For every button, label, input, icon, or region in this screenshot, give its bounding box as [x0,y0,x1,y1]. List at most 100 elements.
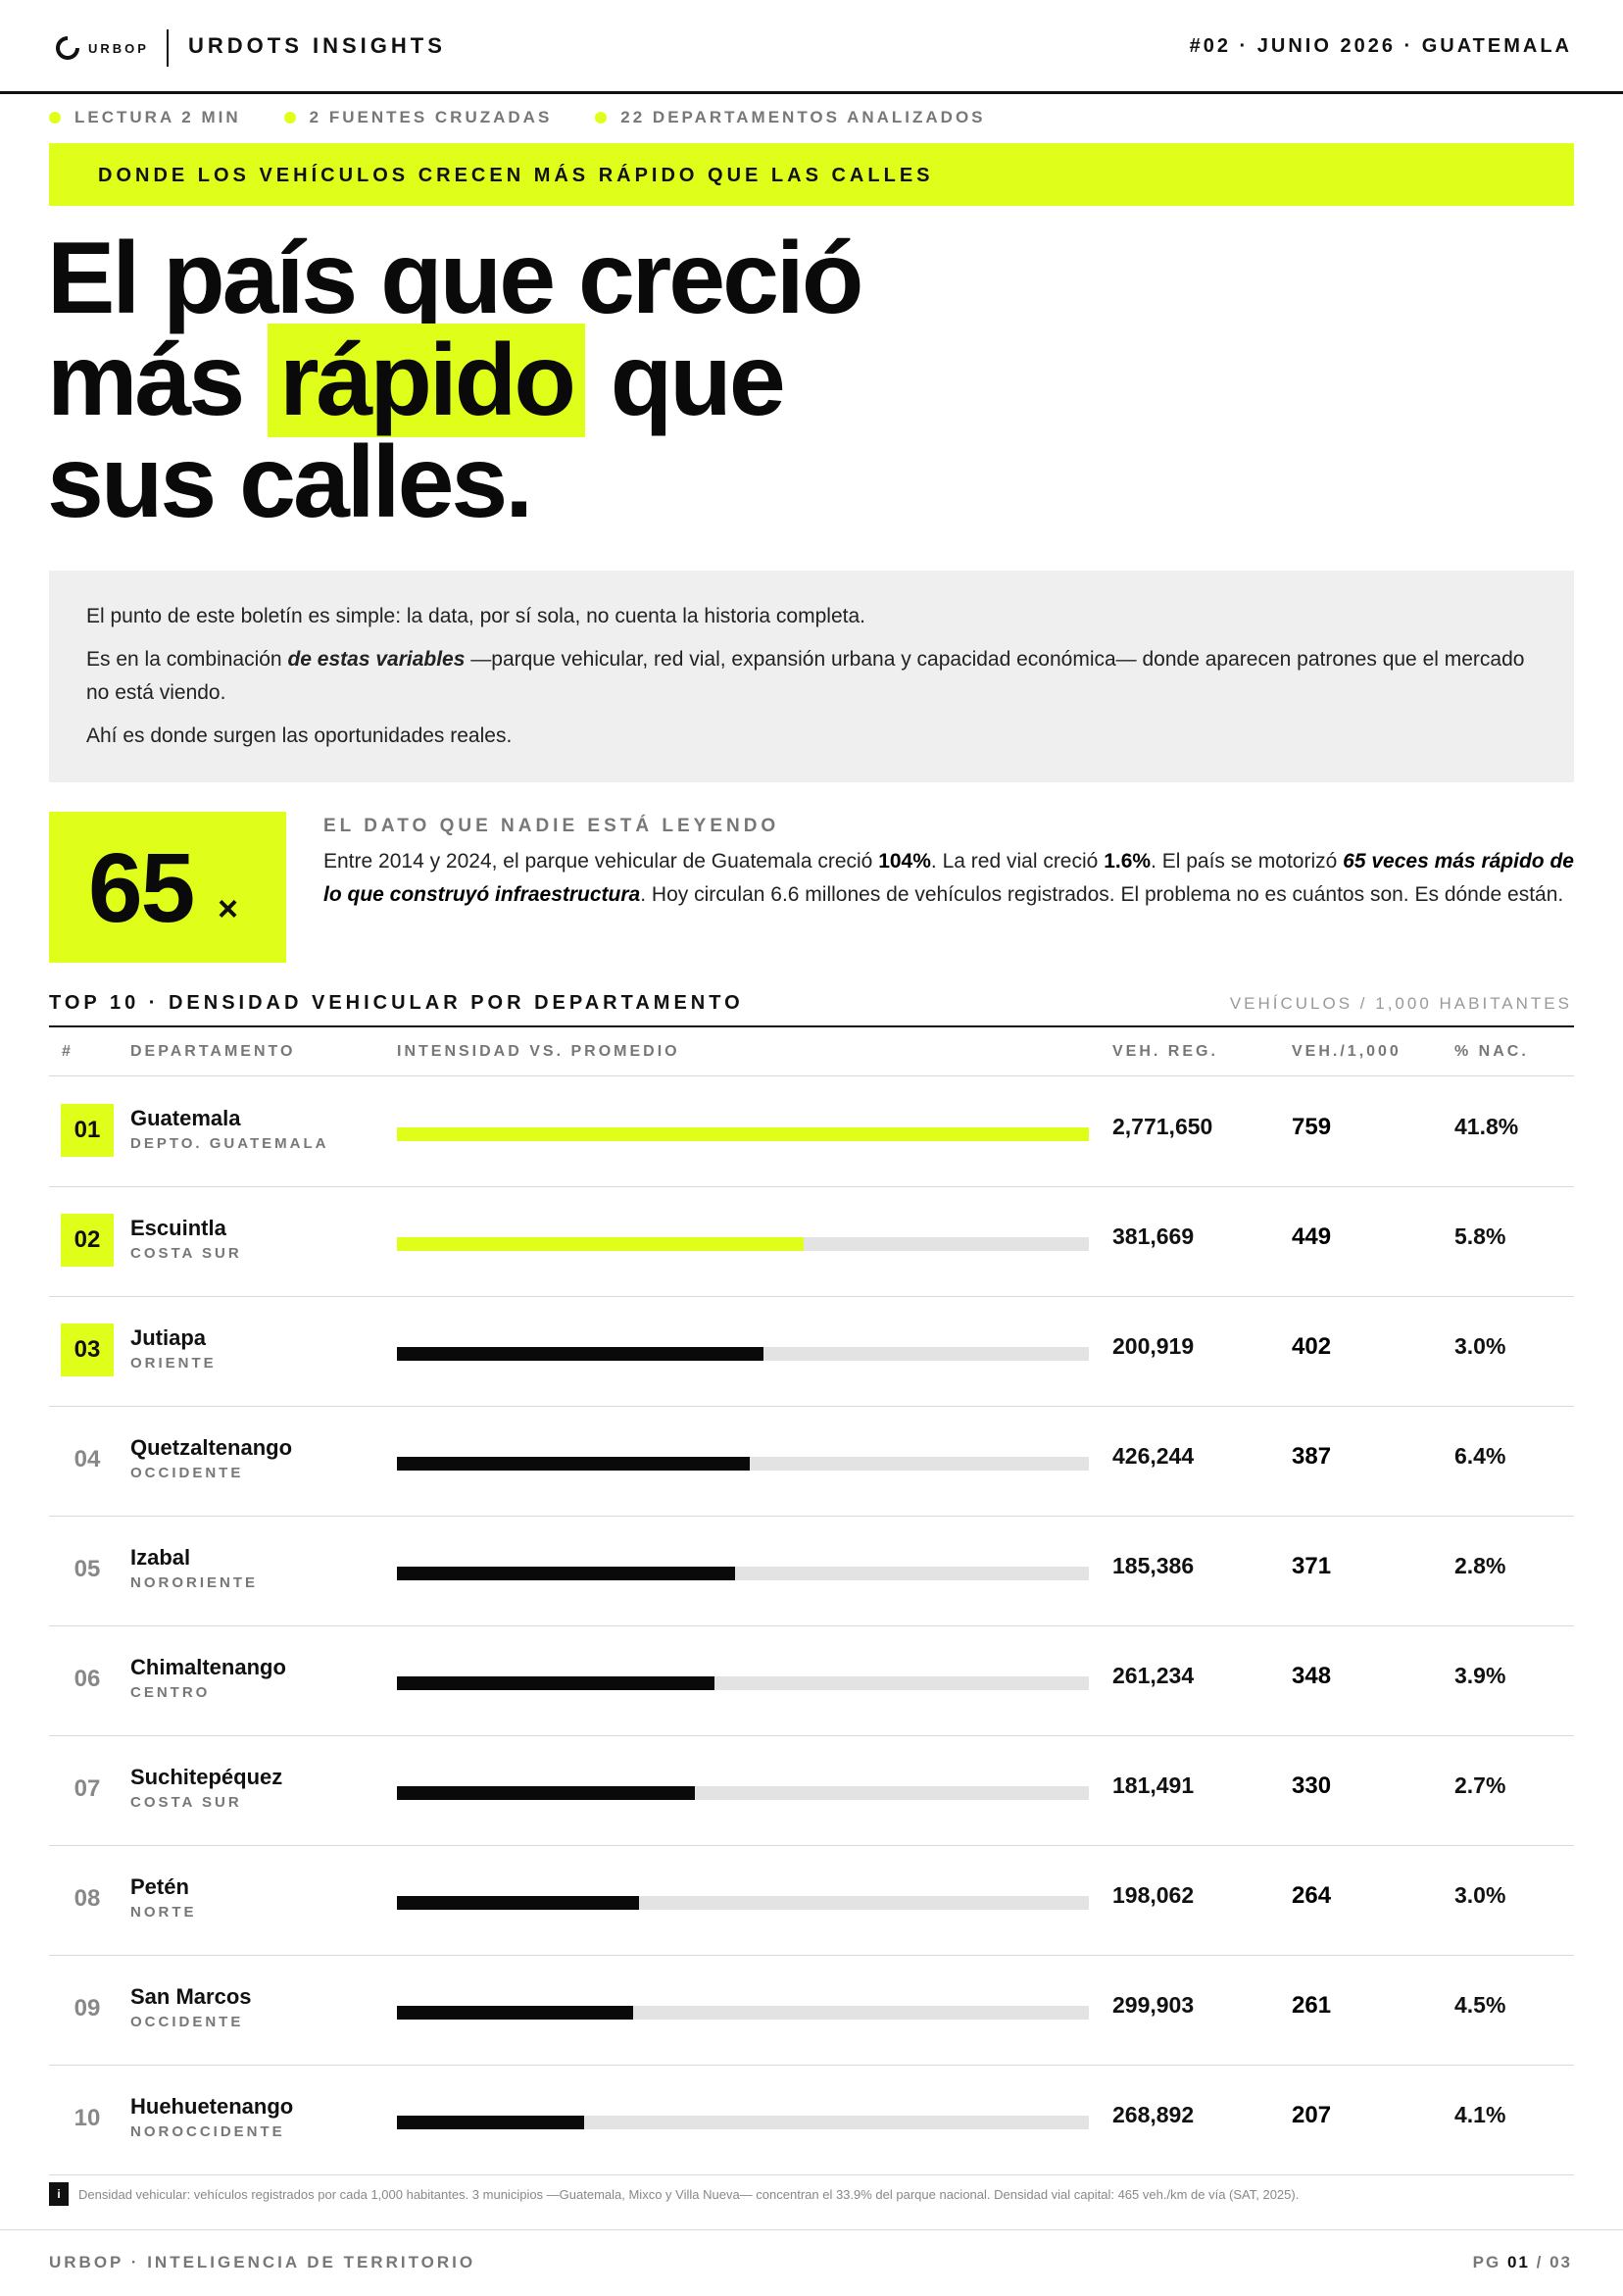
intensity-track [397,1567,1089,1580]
vehicles-registered: 200,919 [1112,1333,1195,1359]
table-title: TOP 10 · DENSIDAD VEHICULAR POR DEPARTAM… [49,992,744,1014]
row-divider [49,2065,1574,2066]
col-header-density: VEH./1,000 [1292,1043,1402,1060]
logo-text: URBOP [88,40,149,56]
department-region: DEPTO. GUATEMALA [130,1135,329,1152]
table-top-rule [49,1025,1574,1027]
intensity-track [397,1457,1089,1471]
national-share: 3.9% [1454,1663,1506,1688]
vehicle-density: 348 [1292,1663,1332,1689]
intensity-bar [397,1567,735,1580]
vehicle-density: 449 [1292,1223,1332,1250]
table-row: 04 Quetzaltenango OCCIDENTE 426,244 387 6.4% [49,1406,1574,1516]
vehicle-density: 330 [1292,1772,1332,1799]
col-header-rank: # [62,1043,74,1060]
rank-badge: 01 [61,1104,114,1157]
table-row: 10 Huehuetenango NOROCCIDENTE 268,892 207 4.1… [49,2065,1574,2174]
department-name: Escuintla [130,1216,226,1240]
header-rule [0,91,1623,94]
table-row: 05 Izabal NORORIENTE 185,386 371 2.8% [49,1516,1574,1625]
rank-badge: 08 [74,1885,101,1912]
row-divider [49,1955,1574,1956]
info-icon: i [49,2182,69,2206]
headline-line-3: sus calles. [47,425,533,539]
rank-badge: 05 [74,1556,101,1582]
department-name: Petén [130,1874,189,1899]
vehicle-density: 387 [1292,1443,1332,1470]
intro-text: Es en la combinación [86,648,282,671]
row-divider [49,2174,1574,2175]
intensity-track [397,1896,1089,1910]
vehicle-density: 261 [1292,1992,1332,2019]
vehicle-density: 264 [1292,1882,1332,1909]
header-divider-rule [49,1075,1574,1076]
page-prefix: PG [1472,2253,1501,2271]
department-region: COSTA SUR [130,1794,242,1811]
national-share: 6.4% [1454,1443,1506,1469]
intensity-track [397,1347,1089,1361]
department-region: OCCIDENTE [130,1465,244,1481]
logo-ring-icon [56,36,79,60]
meta-item: 2 FUENTES CRUZADAS [283,108,553,127]
table-row: 08 Petén NORTE 198,062 264 3.0% [49,1845,1574,1955]
vehicles-registered: 185,386 [1112,1553,1195,1578]
department-name: San Marcos [130,1984,252,2009]
row-divider [49,1516,1574,1517]
intensity-bar [397,1127,1089,1141]
footnote: i Densidad vehicular: vehículos registra… [49,2182,1299,2206]
header-divider [167,29,169,67]
stat-text: . La red vial creció [930,850,1099,873]
national-share: 5.8% [1454,1223,1506,1249]
vehicle-density: 371 [1292,1553,1332,1579]
department-region: NORTE [130,1904,197,1921]
intro-box: El punto de este boletín es simple: la d… [49,571,1574,782]
intensity-track [397,2116,1089,2129]
page-total: 03 [1549,2253,1572,2271]
bullet-dot-icon [49,112,61,124]
intensity-track [397,2006,1089,2020]
intensity-bar [397,2116,584,2129]
rank-badge: 07 [74,1775,101,1802]
rank-badge: 04 [74,1446,101,1472]
intro-paragraph-1: El punto de este boletín es simple: la d… [86,605,865,627]
stat-bold: 104% [878,850,931,873]
intensity-bar [397,1457,750,1471]
stat-body: Entre 2014 y 2024, el parque vehicular d… [323,845,1578,912]
headline-word: más [47,324,245,437]
department-name: Chimaltenango [130,1655,286,1679]
intensity-track [397,1127,1089,1141]
stat-label: EL DATO QUE NADIE ESTÁ LEYENDO [323,816,780,836]
vehicle-density: 402 [1292,1333,1332,1360]
department-region: COSTA SUR [130,1245,242,1262]
national-share: 4.5% [1454,1992,1506,2018]
intro-text: —parque vehicular, red vial, expansión u… [86,648,1525,704]
department-name: Quetzaltenango [130,1435,293,1460]
kicker-banner: DONDE LOS VEHÍCULOS CRECEN MÁS RÁPIDO QU… [49,143,1574,206]
national-share: 2.8% [1454,1553,1506,1578]
stat-text: . Hoy circulan 6.6 millones de vehículos… [640,883,1564,906]
page-separator: / [1536,2253,1544,2271]
vehicles-registered: 299,903 [1112,1992,1195,2018]
vehicles-registered: 261,234 [1112,1663,1195,1688]
department-name: Jutiapa [130,1325,207,1350]
national-share: 4.1% [1454,2102,1506,2127]
intensity-track [397,1676,1089,1690]
row-divider [49,1735,1574,1736]
table-unit: VEHÍCULOS / 1,000 HABITANTES [1229,994,1572,1013]
department-name: Guatemala [130,1106,241,1130]
national-share: 41.8% [1454,1114,1519,1139]
table-row: 03 Jutiapa ORIENTE 200,919 402 3.0% [49,1296,1574,1406]
meta-label: LECTURA 2 MIN [74,108,241,126]
department-name: Huehuetenango [130,2094,294,2119]
table-row: 09 San Marcos OCCIDENTE 299,903 261 4.5% [49,1955,1574,2065]
intensity-track [397,1237,1089,1251]
row-divider [49,1406,1574,1407]
col-header-pct: % NAC. [1454,1043,1529,1060]
headline-highlight: rápido [268,324,585,437]
meta-label: 2 FUENTES CRUZADAS [309,108,553,126]
footer-brand: URBOP · INTELIGENCIA DE TERRITORIO [49,2253,476,2271]
row-divider [49,1186,1574,1187]
footer-rule [0,2229,1623,2230]
col-header-intensity: INTENSIDAD VS. PROMEDIO [397,1043,680,1060]
vehicles-registered: 381,669 [1112,1223,1195,1249]
